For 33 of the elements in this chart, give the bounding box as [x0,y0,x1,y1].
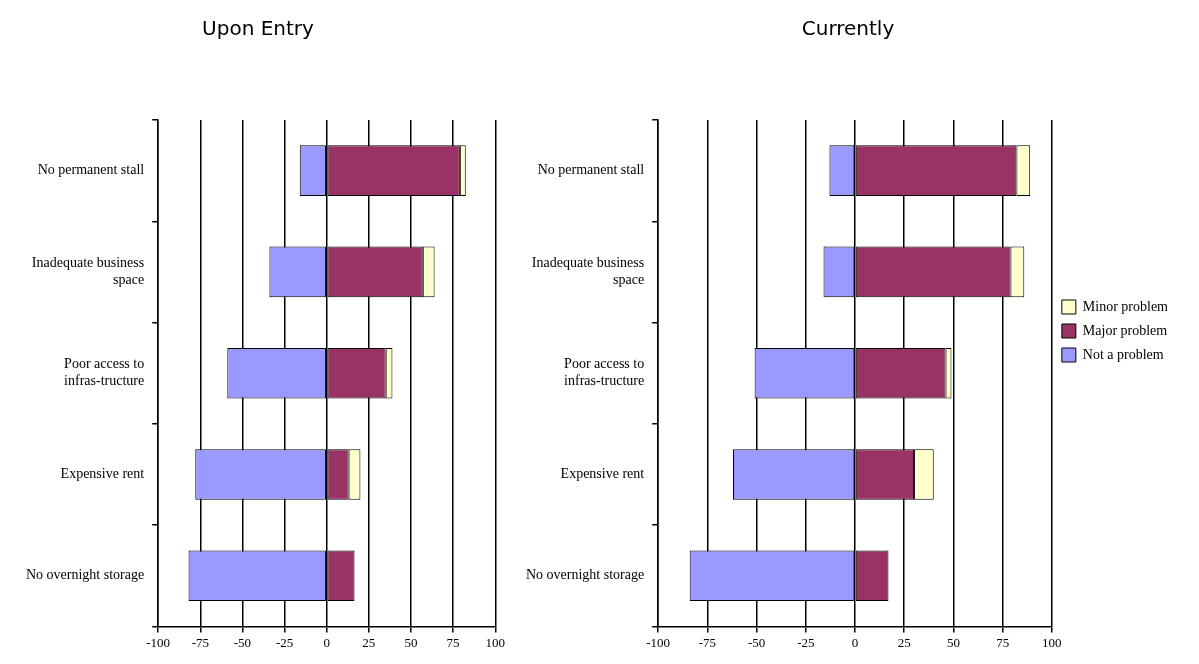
x-tick-label: 0 [323,634,330,650]
x-tick-label: 25 [362,634,376,650]
y-tick-label: Expensive rent [60,466,145,482]
x-tick-label: -25 [797,634,815,650]
x-tick-label: 50 [946,634,960,650]
y-tick-label: Inadequate business space [531,255,645,287]
legend-label: Major problem [1082,322,1168,338]
y-tick-label: No permanent stall [537,162,645,178]
x-tick-label: 0 [851,634,859,650]
y-tick-label: Inadequate business space [31,255,145,287]
y-tick-label: No permanent stall [37,162,145,178]
x-tick-label: 75 [996,634,1010,650]
x-tick-label: -50 [747,634,766,650]
y-tick-label: Expensive rent [560,466,645,482]
y-tick-label: Poor access to infras-tructure [64,356,145,389]
chart-title: Currently [801,16,895,41]
legend-label: Minor problem [1082,298,1169,314]
x-tick-label: -75 [698,634,717,650]
x-tick-label: 75 [446,634,460,650]
x-tick-label: 100 [485,634,505,650]
x-tick-label: -100 [646,634,671,650]
x-tick-label: 25 [897,634,911,650]
chart-title: Upon Entry [202,16,315,41]
x-tick-label: -50 [233,634,252,650]
y-tick-label: No overnight storage [25,567,145,583]
legend-label: Not a problem [1082,346,1164,362]
x-tick-label: -25 [275,634,294,650]
x-tick-label: 50 [404,634,418,650]
y-tick-label: Poor access to infras-tructure [564,356,645,389]
x-tick-label: -75 [191,634,209,650]
x-tick-label: -100 [146,634,171,650]
x-tick-label: 100 [1042,634,1062,650]
y-tick-label: No overnight storage [525,567,645,583]
